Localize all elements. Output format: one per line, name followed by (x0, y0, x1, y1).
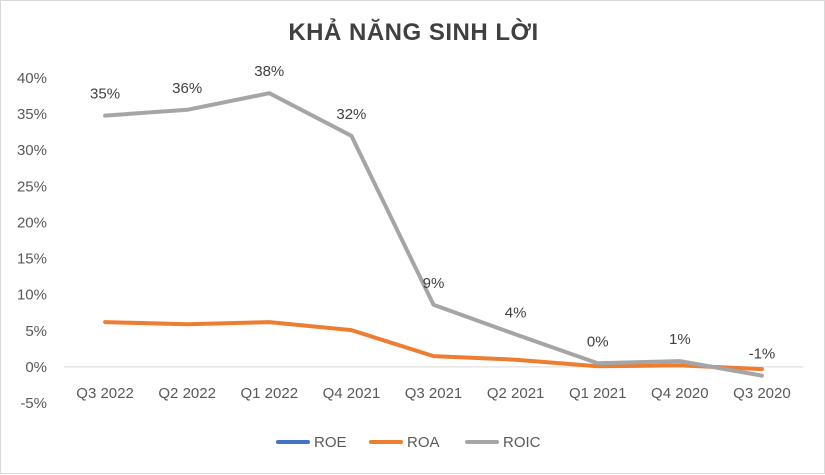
chart-title: KHẢ NĂNG SINH LỜI (288, 19, 539, 46)
y-tick-label: 15% (17, 251, 47, 268)
x-tick-label: Q1 2021 (569, 385, 627, 402)
x-tick-label: Q3 2022 (76, 385, 134, 402)
data-label: -1% (749, 346, 776, 363)
data-label: 32% (336, 106, 366, 123)
y-tick-label: 30% (17, 142, 47, 159)
x-tick-label: Q3 2021 (405, 385, 463, 402)
data-label: 0% (587, 333, 609, 350)
x-tick-label: Q4 2020 (651, 385, 709, 402)
x-tick-label: Q2 2021 (487, 385, 545, 402)
data-label: 9% (423, 275, 445, 292)
y-tick-label: -5% (20, 395, 47, 412)
y-tick-label: 0% (25, 359, 47, 376)
data-labels: 35% 36% 38% 32% 9% 4% 0% 1% -1% (90, 63, 775, 362)
x-axis: Q3 2022 Q2 2022 Q1 2022 Q4 2021 Q3 2021 Q2 20… (76, 385, 790, 402)
y-tick-label: 5% (25, 323, 47, 340)
x-tick-label: Q1 2022 (241, 385, 299, 402)
legend-label-roe: ROE (314, 434, 347, 451)
data-label: 36% (172, 80, 202, 97)
y-tick-label: 20% (17, 214, 47, 231)
data-label: 4% (505, 304, 527, 321)
y-tick-label: 10% (17, 287, 47, 304)
y-axis: 40% 35% 30% 25% 20% 15% 10% 5% 0% -5% (17, 70, 47, 412)
series-lines (103, 91, 764, 378)
data-label: 1% (669, 331, 691, 348)
legend-label-roic: ROIC (503, 434, 541, 451)
y-tick-label: 25% (17, 178, 47, 195)
y-tick-label: 40% (17, 70, 47, 87)
legend: ROE ROA ROIC (276, 434, 541, 451)
y-tick-label: 35% (17, 106, 47, 123)
series-line-roa (103, 320, 764, 372)
data-label: 35% (90, 86, 120, 103)
x-tick-label: Q2 2022 (158, 385, 216, 402)
data-label: 38% (254, 63, 284, 80)
x-tick-label: Q4 2021 (323, 385, 381, 402)
legend-label-roa: ROA (407, 434, 440, 451)
x-tick-label: Q3 2020 (733, 385, 791, 402)
series-line-roic (103, 91, 764, 378)
